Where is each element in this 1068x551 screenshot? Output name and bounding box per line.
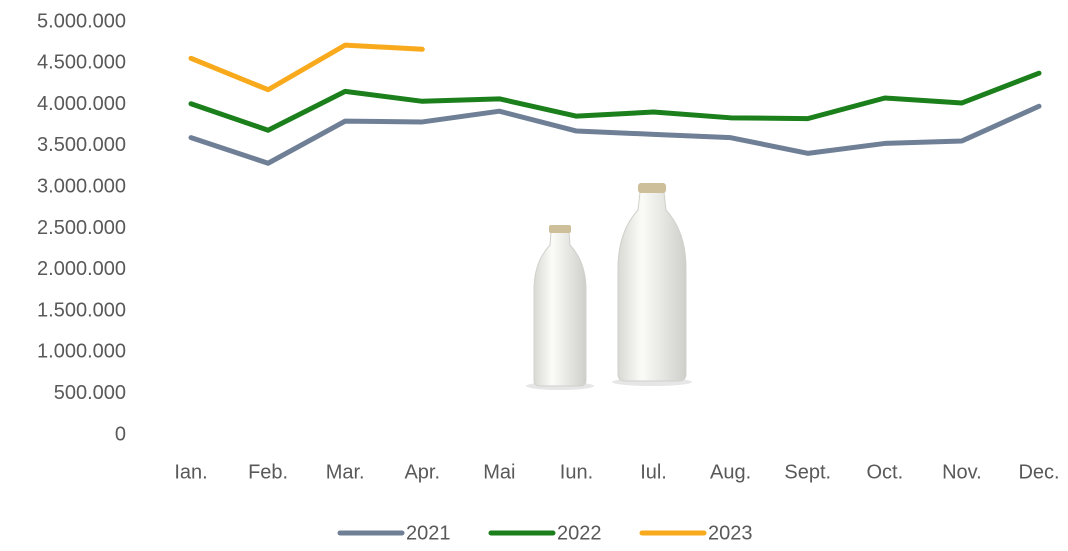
x-tick-label: Nov. bbox=[942, 461, 982, 483]
x-tick-label: Iun. bbox=[560, 461, 593, 483]
y-tick-label: 3.000.000 bbox=[37, 175, 126, 197]
legend-label: 2023 bbox=[708, 522, 753, 544]
x-tick-label: Iul. bbox=[640, 461, 667, 483]
y-tick-label: 1.000.000 bbox=[37, 341, 126, 363]
y-tick-label: 4.500.000 bbox=[37, 52, 126, 74]
line-series bbox=[191, 45, 422, 90]
y-tick-label: 2.500.000 bbox=[37, 217, 126, 239]
milk-bottles bbox=[526, 183, 692, 390]
x-tick-label: Ian. bbox=[174, 461, 207, 483]
legend-label: 2022 bbox=[557, 522, 602, 544]
x-tick-label: Aug. bbox=[710, 461, 751, 483]
y-tick-label: 1.500.000 bbox=[37, 299, 126, 321]
y-tick-label: 500.000 bbox=[54, 382, 126, 404]
x-tick-label: Sept. bbox=[784, 461, 831, 483]
chart: 0 500.000 1.000.000 1.500.000 2.000.000 2.500… bbox=[0, 0, 1068, 546]
x-tick-label: Apr. bbox=[404, 461, 440, 483]
x-tick-label: Feb. bbox=[248, 461, 288, 483]
y-tick-label: 4.000.000 bbox=[37, 93, 126, 115]
x-tick-label: Oct. bbox=[866, 461, 903, 483]
y-tick-label: 2.000.000 bbox=[37, 258, 126, 280]
y-tick-label: 5.000.000 bbox=[37, 10, 126, 32]
x-tick-label: Dec. bbox=[1018, 461, 1059, 483]
y-tick-label: 0 bbox=[115, 423, 126, 445]
x-tick-label: Mai bbox=[483, 461, 515, 483]
y-tick-label: 3.500.000 bbox=[37, 134, 126, 156]
x-tick-label: Mar. bbox=[326, 461, 365, 483]
legend-label: 2021 bbox=[406, 522, 451, 544]
line-series bbox=[191, 73, 1039, 130]
